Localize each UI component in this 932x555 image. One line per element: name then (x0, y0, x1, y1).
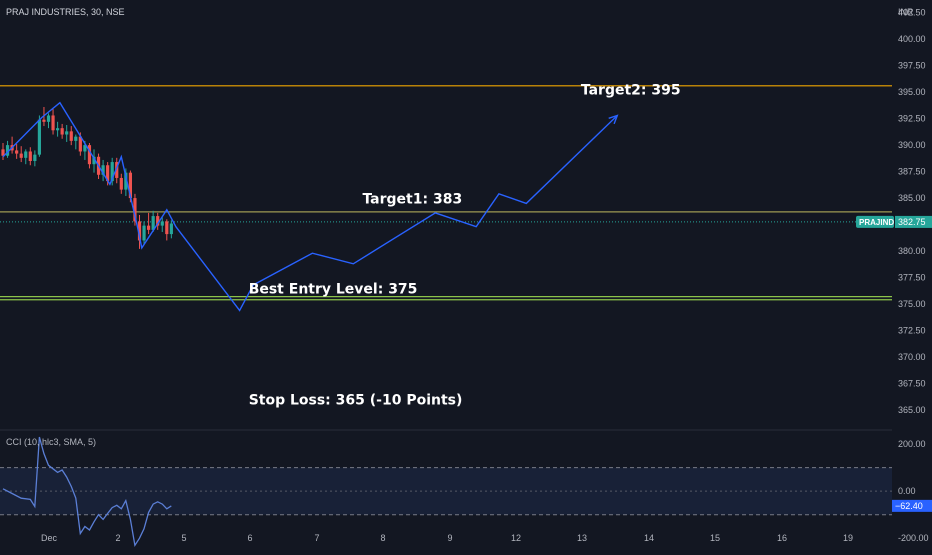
time-tick-label: 14 (644, 533, 654, 543)
candle-body (1, 149, 5, 156)
candle-body (137, 221, 142, 241)
price-tick-label: 367.50 (898, 378, 926, 388)
current-price-label: 382.75 (898, 217, 926, 227)
candle-body (33, 154, 37, 162)
candle-body (92, 156, 96, 165)
candle-body (142, 225, 146, 241)
time-tick-label: 15 (710, 533, 720, 543)
time-axis[interactable]: Dec 2 5 6 7 8 9 12 13 14 15 16 19 (41, 533, 853, 543)
time-tick-label: 7 (314, 533, 319, 543)
candle-body (124, 172, 128, 190)
price-tick-label: 400.00 (898, 34, 926, 44)
annotation-1: Target1: 383 (362, 191, 462, 207)
cci-value-badge (892, 499, 932, 512)
candle-body (169, 223, 173, 235)
cci-title: CCI (10, hlc3, SMA, 5) (6, 437, 96, 447)
price-tick-label: 395.00 (898, 87, 926, 97)
candle-body (51, 115, 55, 131)
candle-body (165, 221, 169, 235)
annotation-3: Stop Loss: 365 (-10 Points) (249, 393, 463, 409)
candle-body (87, 145, 92, 165)
candle-body (133, 198, 137, 222)
time-tick-label: 13 (577, 533, 587, 543)
symbol-label: PRAJIND (859, 218, 894, 227)
time-tick-label: 16 (777, 533, 787, 543)
candle-body (60, 128, 64, 135)
candle-body (147, 225, 151, 230)
cci-tick-label: 200.00 (898, 439, 926, 449)
candle-body (56, 128, 60, 131)
price-tick-label: 375.00 (898, 299, 926, 309)
price-tick-label: 392.50 (898, 114, 926, 124)
time-tick-label: 12 (511, 533, 521, 543)
annotation-2: Best Entry Level: 375 (249, 281, 418, 297)
cci-value-label: −62.40 (895, 501, 923, 511)
current-price-badge (895, 215, 932, 228)
time-tick-label: Dec (41, 533, 58, 543)
candle-body (106, 165, 110, 182)
candle-body (110, 162, 114, 182)
cci-line (2, 436, 172, 548)
candle-body (119, 177, 123, 190)
cci-tick-label: -200.00 (898, 533, 929, 543)
candle-body (37, 119, 41, 155)
candle-body (15, 150, 19, 154)
chart-title: PRAJ INDUSTRIES, 30, NSE (6, 7, 125, 17)
symbol-badge (856, 215, 894, 228)
projection-arrowhead (608, 114, 619, 125)
price-axis[interactable]: 402.50 400.00 397.50 395.00 392.50 390.00 387.… (856, 8, 932, 415)
candle-body (115, 162, 119, 178)
candle-body (24, 151, 28, 158)
cci-pane[interactable]: CCI (10, hlc3, SMA, 5) 200.00 0.00 -200.00 −… (0, 436, 932, 548)
time-tick-label: 5 (181, 533, 186, 543)
candle-body (74, 136, 78, 141)
currency-label: INR (898, 7, 914, 17)
annotation-0: Target2: 395 (581, 82, 681, 98)
candle-body (5, 145, 10, 156)
price-tick-label: 387.50 (898, 167, 926, 177)
candle-body (101, 165, 105, 175)
price-tick-label: 397.50 (898, 61, 926, 71)
price-tick-label: 365.00 (898, 405, 926, 415)
price-pane[interactable]: Target2: 395 Target1: 383 Best Entry Level… (0, 82, 892, 409)
time-tick-label: 8 (380, 533, 385, 543)
price-tick-label: 402.50 (898, 8, 926, 18)
candle-body (128, 172, 132, 199)
candle-body (156, 216, 160, 226)
candle-body (65, 131, 69, 135)
cci-tick-label: 0.00 (898, 486, 916, 496)
candle-body (160, 221, 164, 226)
candle-body (78, 136, 82, 152)
candle-body (46, 115, 51, 122)
candle-body (69, 131, 73, 141)
candle-body (151, 216, 155, 230)
price-tick-label: 370.00 (898, 352, 926, 362)
price-tick-label: 385.00 (898, 193, 926, 203)
projection-path (2, 101, 618, 312)
time-tick-label: 2 (115, 533, 120, 543)
price-tick-label: 377.50 (898, 273, 926, 283)
candle-body (19, 153, 23, 158)
time-tick-label: 9 (447, 533, 452, 543)
candle-body (83, 145, 87, 152)
time-tick-label: 6 (247, 533, 252, 543)
time-tick-label: 19 (843, 533, 853, 543)
candle-body (42, 119, 46, 122)
price-tick-label: 372.50 (898, 325, 926, 335)
price-tick-label: 390.00 (898, 140, 926, 150)
candle-body (28, 151, 32, 162)
price-tick-label: 380.00 (898, 246, 926, 256)
